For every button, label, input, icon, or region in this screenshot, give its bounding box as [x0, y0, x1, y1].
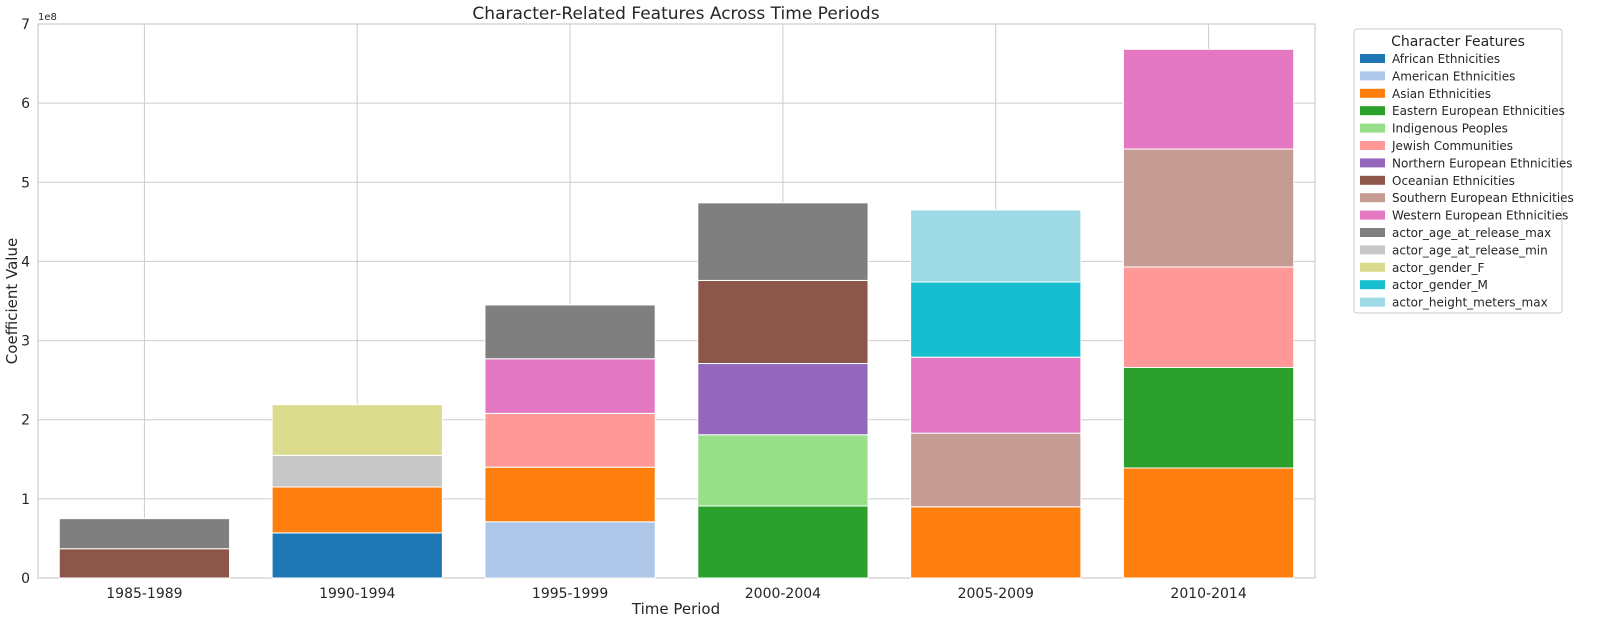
y-tick-label: 5: [21, 175, 30, 191]
legend-label: Eastern European Ethnicities: [1392, 104, 1565, 118]
legend-label: actor_age_at_release_max: [1392, 226, 1551, 240]
y-exponent-label: 1e8: [38, 12, 57, 23]
bar-segment: [910, 281, 1082, 358]
legend-swatch: [1360, 297, 1385, 307]
y-tick-label: 6: [21, 96, 30, 112]
bar-segment: [697, 363, 869, 436]
legend-label: actor_age_at_release_min: [1392, 243, 1548, 257]
bar-segment: [484, 358, 656, 414]
legend-swatch: [1360, 228, 1385, 237]
bar-segment: [484, 304, 656, 360]
legend-label: Indigenous Peoples: [1392, 122, 1508, 136]
legend-swatch: [1360, 175, 1385, 185]
legend-label: Jewish Communities: [1391, 139, 1513, 153]
bar-segment: [910, 506, 1082, 579]
legend-swatch: [1360, 262, 1385, 272]
legend-swatch: [1360, 193, 1385, 203]
bar-segment: [58, 518, 231, 550]
y-tick-label: 1: [21, 492, 30, 508]
legend-label: Oceanian Ethnicities: [1392, 174, 1515, 188]
bar-segment: [484, 412, 656, 468]
legend-swatch: [1360, 158, 1385, 168]
legend-items: African Ethnicities American Ethnicities A…: [1360, 52, 1574, 310]
bar-segment: [271, 486, 443, 534]
bar-segment: [1122, 467, 1295, 579]
bar-segment: [697, 505, 869, 579]
bar-segment: [697, 434, 869, 507]
legend-label: Western European Ethnicities: [1392, 209, 1568, 223]
bars: [58, 48, 1295, 579]
legend-label: American Ethnicities: [1392, 69, 1515, 83]
x-tick-label: 1995-1999: [532, 586, 608, 602]
legend-label: actor_gender_F: [1392, 261, 1484, 275]
legend-swatch: [1360, 141, 1385, 150]
legend-label: actor_gender_M: [1392, 278, 1488, 292]
bar-segment: [910, 209, 1082, 283]
legend-title: Character Features: [1391, 34, 1525, 50]
bar-segment: [697, 202, 869, 281]
x-tick-label: 2010-2014: [1170, 586, 1246, 602]
legend-swatch: [1360, 71, 1385, 81]
bar-segment: [484, 521, 656, 579]
legend-swatch: [1360, 280, 1385, 290]
bar-segment: [271, 404, 443, 456]
legend-swatch: [1360, 54, 1385, 63]
bar-segment: [1122, 148, 1295, 268]
bar-segment: [1122, 366, 1295, 469]
y-axis-label: Coefficient Value: [3, 238, 21, 364]
bar-segment: [1122, 266, 1295, 368]
plot-background: [37, 23, 1316, 579]
legend-label: Northern European Ethnicities: [1392, 156, 1573, 170]
x-tick-label: 2005-2009: [958, 586, 1034, 602]
y-tick-label: 3: [21, 334, 30, 350]
legend-label: African Ethnicities: [1392, 52, 1500, 66]
bar-segment: [1122, 48, 1295, 150]
y-tick-label: 2: [21, 413, 30, 429]
bar-segment: [910, 432, 1082, 508]
legend-label: Asian Ethnicities: [1392, 87, 1491, 101]
bar-segment: [910, 356, 1082, 434]
legend-swatch: [1360, 106, 1385, 116]
legend-swatch: [1360, 210, 1385, 220]
legend-swatch: [1360, 245, 1385, 255]
x-tick-label: 1990-1994: [319, 586, 395, 602]
legend-label: actor_height_meters_max: [1392, 296, 1548, 310]
legend: Character Features African Ethnicities Am…: [1353, 28, 1574, 314]
y-tick-label: 0: [21, 571, 30, 587]
x-axis-label: Time Period: [631, 600, 720, 618]
legend-swatch: [1360, 123, 1385, 133]
ticks: 0 1 2 3 4 5 6 7 1985-1989 1990-1994 1995-1999 2000-…: [21, 17, 1247, 602]
chart-title: Character-Related Features Across Time P…: [472, 4, 879, 24]
bar-segment: [484, 466, 656, 523]
x-tick-label: 1985-1989: [106, 586, 182, 602]
y-tick-label: 7: [21, 17, 30, 33]
legend-label: Southern European Ethnicities: [1392, 191, 1574, 205]
x-tick-label: 2000-2004: [745, 586, 821, 602]
bar-segment: [271, 454, 443, 488]
y-tick-label: 4: [21, 254, 30, 270]
legend-frame: [1353, 28, 1563, 314]
bar-segment: [271, 532, 443, 579]
bar-segment: [58, 548, 231, 579]
bar-segment: [697, 279, 869, 365]
legend-swatch: [1360, 88, 1385, 98]
